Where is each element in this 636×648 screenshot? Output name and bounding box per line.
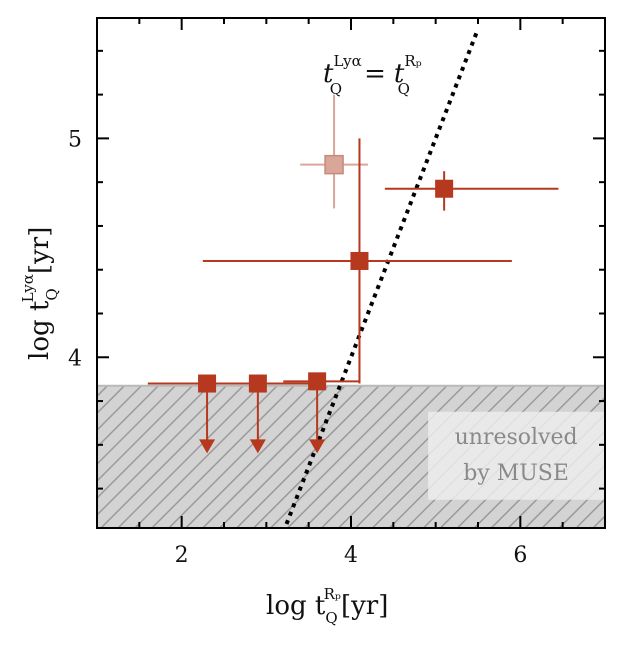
tick-labels: 2 4 6 4 5 <box>68 127 527 568</box>
limit-arrow-head <box>249 439 266 454</box>
one-to-one-label: tLyα Q = tRₚ Q <box>323 52 422 98</box>
y-tick-label: 5 <box>68 127 82 152</box>
faded-point <box>324 154 344 175</box>
x-axis-label: log tQRₚ[yr] <box>266 585 388 627</box>
data-point <box>435 179 454 198</box>
y-axis-label: log tQLyα[yr] <box>19 227 61 360</box>
x-tick-label: 4 <box>344 543 358 568</box>
limit-point <box>308 372 327 391</box>
x-tick-label: 6 <box>513 543 527 568</box>
unresolved-label-line1: unresolved <box>455 425 578 450</box>
limit-arrow-head <box>309 439 326 454</box>
limit-point <box>248 374 267 393</box>
unresolved-label-line2: by MUSE <box>463 461 569 486</box>
data-point <box>350 251 369 270</box>
y-tick-label: 4 <box>68 346 82 371</box>
unresolved-label-background <box>428 411 605 500</box>
data-marks <box>147 94 559 454</box>
x-tick-label: 2 <box>175 543 189 568</box>
plot-area: unresolved by MUSE <box>97 28 605 528</box>
axis-ticks <box>97 18 605 528</box>
limit-arrow-head <box>199 439 216 454</box>
